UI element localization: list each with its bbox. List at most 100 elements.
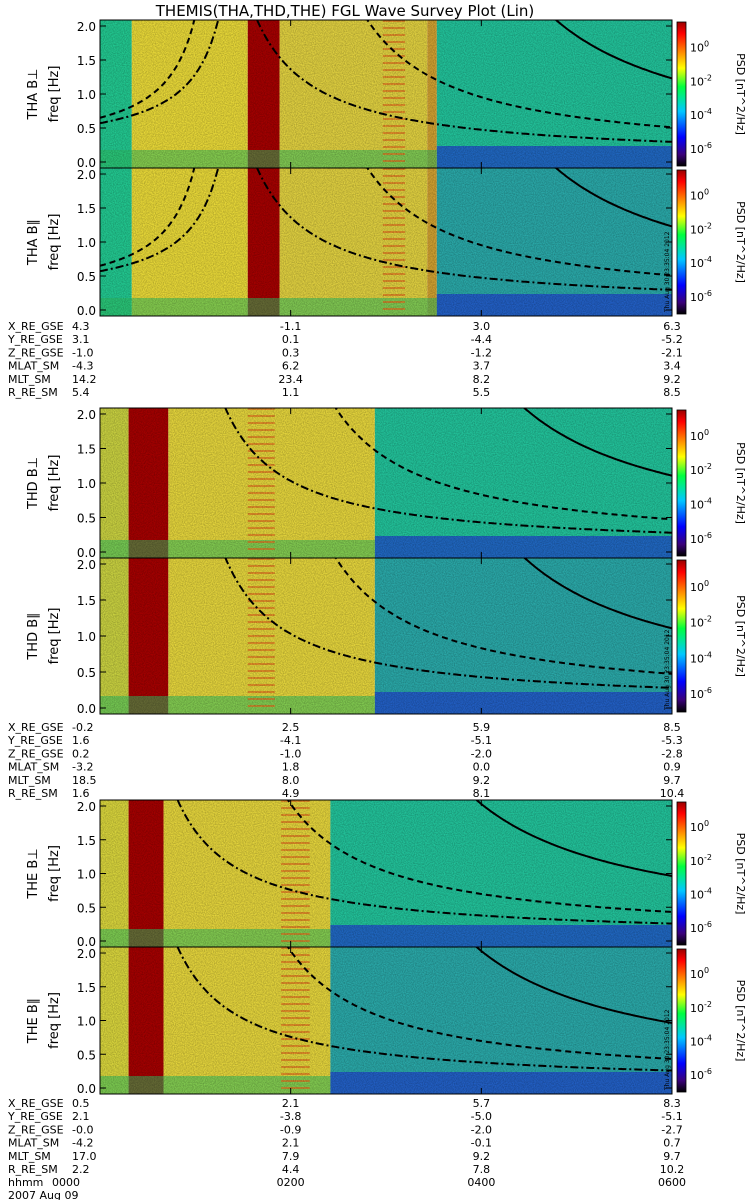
ephemeris-value: 6.3 <box>663 320 681 333</box>
ephemeris-value: 9.2 <box>473 774 491 787</box>
ephemeris-value: -0.9 <box>280 1123 301 1136</box>
ephemeris-value: -2.1 <box>661 346 682 359</box>
colorbar-scale <box>676 409 687 557</box>
fco-curve-dashed <box>366 168 672 277</box>
generation-timestamp: Thu Aug 30 23:35:04 2012 <box>664 231 671 313</box>
ephemeris-value: 9.2 <box>473 1150 491 1163</box>
ephemeris-value: 4.3 <box>72 320 90 333</box>
ephemeris-value: -5.3 <box>661 734 682 747</box>
spectrogram-panel: 0.0 0.5 1.0 1.5 2.0 freq [Hz] THA B⊥ 100 10-2 10-… <box>26 19 747 170</box>
panel-label: THD B∥ <box>26 612 41 660</box>
y-tick-label: 0.5 <box>77 901 96 915</box>
y-tick-label: 2.0 <box>77 800 96 814</box>
y-tick-label: 1.5 <box>77 54 96 68</box>
ephemeris-value: -5.1 <box>661 1110 682 1123</box>
ephemeris-value: -0.1 <box>471 1137 492 1150</box>
colorbar-tick-label: 10-6 <box>690 1067 712 1082</box>
ephemeris-value: 0.9 <box>663 761 681 774</box>
ephemeris-value: 0.1 <box>282 333 300 346</box>
y-axis-label: freq [Hz] <box>47 214 62 271</box>
fce-curve-solid <box>475 800 672 877</box>
y-tick-label: 1.5 <box>77 594 96 608</box>
ephemeris-table: X_RE_GSE 4.3 -1.1 3.0 6.3Y_RE_GSE 3.1 0.1 -4.4-… <box>7 320 683 399</box>
ephemeris-value: -1.0 <box>72 346 93 359</box>
ephemeris-value: 10.2 <box>660 1163 685 1176</box>
y-axis-label: freq [Hz] <box>47 66 62 123</box>
ephemeris-name: MLAT_SM <box>8 360 59 373</box>
time-tick-label: 0200 <box>277 1176 305 1189</box>
ephemeris-value: 8.1 <box>473 787 491 800</box>
ephemeris-value: 0.5 <box>72 1097 90 1110</box>
y-tick-label: 2.0 <box>77 168 96 182</box>
spectrogram-panel: 0.0 0.5 1.0 1.5 2.0 freq [Hz] THD B⊥ 100 10-2 10-… <box>26 407 747 560</box>
ephemeris-table: X_RE_GSE 0.5 2.1 5.7 8.3Y_RE_GSE 2.1 -3.8 -5.0-… <box>7 1097 684 1176</box>
panel-label: THE B⊥ <box>26 848 41 899</box>
colorbar: 100 10-2 10-4 10-6 PSD [nT^2/Hz] <box>676 409 747 557</box>
y-tick-label: 0.0 <box>77 156 96 170</box>
fco-curve-dashed <box>100 20 196 119</box>
fce-curve-solid <box>475 947 672 1024</box>
panel-label: THD B⊥ <box>26 457 41 510</box>
ephemeris-value: 8.0 <box>282 774 300 787</box>
y-tick-label: 2.0 <box>77 20 96 34</box>
ephemeris-value: -4.2 <box>72 1137 93 1150</box>
time-tick-label: 0600 <box>658 1176 686 1189</box>
ephemeris-value: 9.7 <box>663 1150 681 1163</box>
ephemeris-value: -2.0 <box>471 747 492 760</box>
y-axis-label: freq [Hz] <box>47 608 62 665</box>
y-tick-label: 0.0 <box>77 702 96 716</box>
colorbar-tick-label: 10-6 <box>690 686 712 701</box>
generation-timestamp: Thu Aug 30 23:35:04 2012 <box>664 1009 671 1091</box>
colorbar-scale <box>676 801 687 946</box>
ephemeris-value: 7.9 <box>282 1150 300 1163</box>
ephemeris-value: 8.5 <box>663 386 681 399</box>
ephemeris-name: X_RE_GSE <box>8 1097 64 1110</box>
colorbar-tick-label: 10-6 <box>690 289 712 304</box>
colorbar-tick-label: 10-4 <box>690 255 712 270</box>
colorbar-tick-label: 10-2 <box>690 221 712 236</box>
fce-curve-solid <box>554 20 672 80</box>
ephemeris-value: 3.4 <box>663 360 681 373</box>
ephemeris-value: 18.5 <box>72 774 97 787</box>
ephemeris-name: Y_RE_GSE <box>7 333 63 346</box>
ephemeris-name: Z_RE_GSE <box>8 747 64 760</box>
colorbar-label: PSD [nT^2/Hz] <box>734 53 747 135</box>
colorbar-tick-label: 10-6 <box>690 531 712 546</box>
ephemeris-value: 8.5 <box>663 721 681 734</box>
colorbar-tick-label: 10-2 <box>690 853 712 868</box>
noise-texture <box>100 408 672 558</box>
y-axis-label: freq [Hz] <box>47 992 62 1049</box>
fhe-curve-dashdot <box>256 168 672 291</box>
colorbar-tick-label: 100 <box>690 39 709 54</box>
ephemeris-value: 4.9 <box>282 787 300 800</box>
ephemeris-name: R_RE_SM <box>8 787 58 800</box>
ephemeris-value: 5.7 <box>473 1097 491 1110</box>
colorbar-tick-label: 10-4 <box>690 1034 712 1049</box>
y-tick-label: 0.5 <box>77 270 96 284</box>
ephemeris-name: Y_RE_GSE <box>7 734 63 747</box>
colorbar-tick-label: 10-4 <box>690 496 712 511</box>
spectrogram-panel: 0.0 0.5 1.0 1.5 2.0 freq [Hz] THD B∥ 100 10-2 10-… <box>26 557 747 716</box>
ephemeris-value: 0.7 <box>663 1137 681 1150</box>
colorbar: 100 10-2 10-4 10-6 PSD [nT^2/Hz] <box>676 21 747 167</box>
ephemeris-name: Z_RE_GSE <box>8 346 64 359</box>
ephemeris-value: 0.3 <box>282 346 300 359</box>
colorbar: 100 10-2 10-4 10-6 PSD [nT^2/Hz] <box>676 801 747 946</box>
ephemeris-value: 7.8 <box>473 1163 491 1176</box>
ephemeris-value: 3.1 <box>72 333 90 346</box>
y-tick-label: 1.0 <box>77 630 96 644</box>
ephemeris-value: 23.4 <box>278 373 303 386</box>
colorbar: 100 10-2 10-4 10-6 PSD [nT^2/Hz] <box>676 948 747 1093</box>
ephemeris-value: -0.2 <box>72 721 93 734</box>
colorbar-label: PSD [nT^2/Hz] <box>734 442 747 524</box>
colorbar-label: PSD [nT^2/Hz] <box>734 201 747 283</box>
ephemeris-value: 14.2 <box>72 373 97 386</box>
time-label: hhmm <box>8 1176 43 1189</box>
panel-label: THE B∥ <box>26 998 41 1044</box>
colorbar-scale <box>676 21 687 167</box>
ephemeris-value: -1.1 <box>280 320 301 333</box>
y-tick-label: 1.0 <box>77 88 96 102</box>
y-tick-label: 0.5 <box>77 512 96 526</box>
time-axis: hhmm 0000 0200 0400 0600 2007 Aug 09 <box>8 1176 686 1200</box>
colorbar: 100 10-2 10-4 10-6 PSD [nT^2/Hz] <box>676 559 747 713</box>
